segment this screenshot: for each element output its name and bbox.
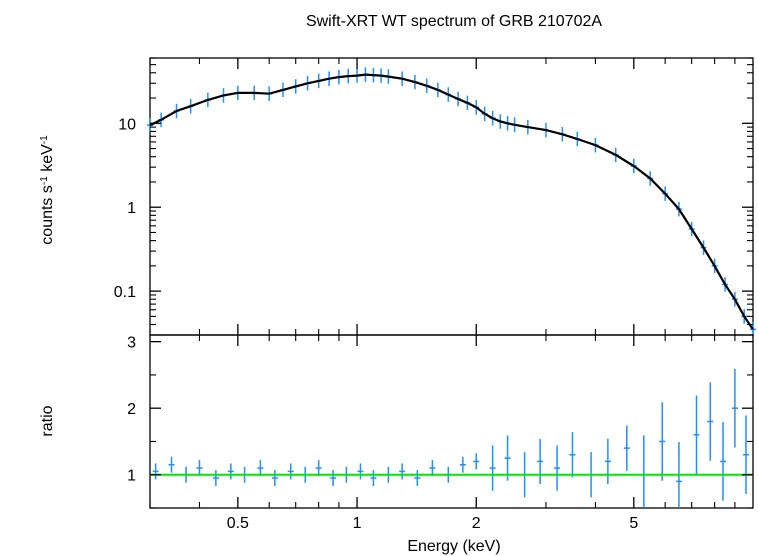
bottom-y-tick-label: 3 xyxy=(127,335,136,352)
bottom-y-tick-label: 1 xyxy=(127,468,136,485)
model-line xyxy=(149,73,754,331)
top-series-layer xyxy=(147,67,756,337)
bottom-panel-frame xyxy=(149,334,754,509)
top-axis-layer: 10 1 0.1 xyxy=(114,57,753,335)
top-y-tick-label: 1 xyxy=(127,200,136,217)
y-axis-label-top: counts s-1 keV-1 xyxy=(39,135,57,245)
y-axis-label-sup-2: -1 xyxy=(39,135,50,144)
y-axis-label-sup-1: -1 xyxy=(39,176,50,185)
y-axis-label-main: counts s xyxy=(39,185,56,245)
y-axis-label-bottom: ratio xyxy=(39,405,56,436)
bottom-y-tick-label: 2 xyxy=(127,401,136,418)
x-tick-label: 1 xyxy=(353,515,362,532)
x-tick-label: 2 xyxy=(472,515,481,532)
bottom-axis-layer: 0.5 1 2 5 1 2 3 xyxy=(127,335,753,532)
bottom-series-layer xyxy=(150,368,753,508)
top-panel: 10 1 0.1 xyxy=(114,57,756,337)
top-y-tick-label: 10 xyxy=(118,116,136,133)
top-panel-frame xyxy=(149,57,754,336)
x-tick-label: 0.5 xyxy=(227,515,249,532)
chart-title: Swift-XRT WT spectrum of GRB 210702A xyxy=(306,13,602,30)
top-y-tick-label: 0.1 xyxy=(114,284,136,301)
x-axis-label: Energy (keV) xyxy=(407,538,500,555)
y-axis-label-mid: keV xyxy=(39,144,56,176)
x-tick-label: 5 xyxy=(629,515,638,532)
bottom-panel: 0.5 1 2 5 1 2 3 xyxy=(127,334,754,532)
